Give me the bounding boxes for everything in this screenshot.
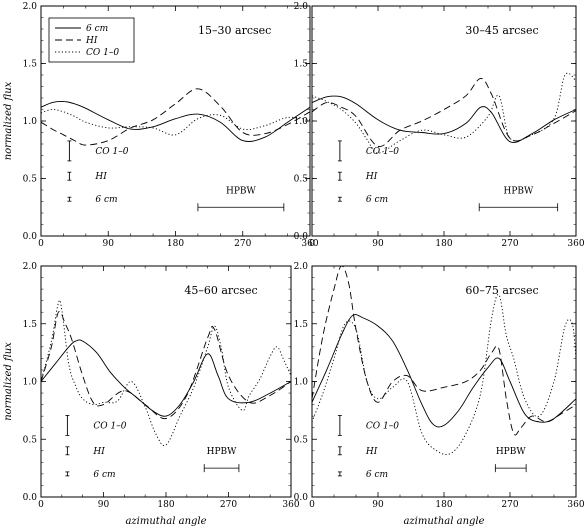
y-tick-label: 1.5 [23,60,38,70]
legend-label: HI [85,36,98,46]
y-axis-label: normalized flux [3,81,14,160]
x-tick-label: 180 [435,500,452,510]
x-tick-label: 360 [282,500,299,510]
y-tick-label: 2.0 [23,262,38,272]
x-axis-label: azimuthal angle [403,516,484,527]
panel-title: 45–60 arcsec [184,284,257,297]
x-tick-label: 0 [309,239,315,249]
x-tick-label: 0 [38,500,44,510]
error-bar-label: 6 cm [366,470,388,480]
legend-label: 6 cm [86,24,108,34]
series-line-co-1-0 [40,299,292,447]
x-tick-label: 90 [372,500,384,510]
y-tick-label: 2.0 [294,2,309,12]
hpbw-label: HPBW [207,447,238,457]
y-tick-label: 0.5 [294,435,309,445]
x-tick-label: 180 [435,239,452,249]
error-bar-label: HI [94,172,107,182]
x-tick-label: 270 [234,239,251,249]
error-bar-label: CO 1–0 [366,421,399,431]
error-bar-label: CO 1–0 [366,147,399,157]
x-tick-label: 180 [167,239,184,249]
series-line-hi [311,77,577,147]
series-line-co-1-0 [311,72,577,154]
error-bar-label: 6 cm [95,195,117,205]
x-tick-label: 270 [501,500,518,510]
y-tick-label: 2.0 [23,2,38,12]
plot-frame [40,265,292,498]
y-tick-label: 1.5 [294,320,309,330]
x-tick-label: 180 [157,500,174,510]
panel-title: 15–30 arcsec [198,24,271,37]
x-tick-label: 90 [98,500,110,510]
error-bar-label: HI [365,172,378,182]
y-tick-label: 2.0 [294,262,309,272]
y-tick-label: 0.0 [294,493,309,503]
legend-box [48,17,135,63]
x-tick-label: 270 [220,500,237,510]
x-tick-label: 360 [567,239,584,249]
legend-label: CO 1–0 [86,48,119,58]
x-tick-label: 0 [38,239,44,249]
error-bar-label: HI [365,447,378,457]
x-tick-label: 360 [301,239,318,249]
series-line-6-cm [311,314,577,428]
x-axis-label: azimuthal angle [125,516,206,527]
y-tick-label: 1.0 [23,117,38,127]
error-bar-label: 6 cm [366,195,388,205]
panel-4: 0 90 180 270 360 0.0 0.5 1.0 1.5 2.0 60–75 arcsec a… [294,262,585,527]
series-line-hi [311,265,577,436]
y-tick-label: 1.0 [294,117,309,127]
y-tick-label: 0.0 [23,232,38,242]
series-line-hi [40,310,292,419]
y-tick-label: 1.0 [294,378,309,388]
y-tick-label: 0.5 [294,175,309,185]
x-tick-label: 90 [103,239,115,249]
y-tick-label: 1.5 [294,60,309,70]
y-tick-label: 1.0 [23,378,38,388]
series-line-6-cm [40,339,292,417]
x-tick-label: 0 [309,500,315,510]
x-tick-label: 90 [372,239,384,249]
error-bar-label: CO 1–0 [95,147,128,157]
hpbw-label: HPBW [504,186,535,196]
y-tick-label: 0.5 [23,175,38,185]
panel-3: 0 90 180 270 360 0.0 0.5 1.0 1.5 2.0 45–60 arcsec n… [3,262,300,527]
y-tick-label: 1.5 [23,320,38,330]
series-line-co-1-0 [40,109,311,136]
error-bar-label: 6 cm [93,470,115,480]
x-tick-label: 270 [501,239,518,249]
y-axis-label: normalized flux [3,342,14,421]
error-bar-label: CO 1–0 [93,421,126,431]
series-line-hi [40,88,311,146]
series-line-co-1-0 [311,293,577,455]
plot-frame [311,265,577,498]
y-tick-label: 0.5 [23,435,38,445]
hpbw-label: HPBW [226,186,257,196]
hpbw-label: HPBW [496,447,527,457]
series-line-6-cm [40,100,311,142]
error-bar-label: HI [92,447,105,457]
y-tick-label: 0.0 [23,493,38,503]
x-tick-label: 360 [567,500,584,510]
plot-frame [311,5,577,237]
y-tick-label: 0.0 [294,232,309,242]
panel-title: 30–45 arcsec [465,24,538,37]
series-line-6-cm [311,95,577,143]
panel-title: 60–75 arcsec [465,284,538,297]
